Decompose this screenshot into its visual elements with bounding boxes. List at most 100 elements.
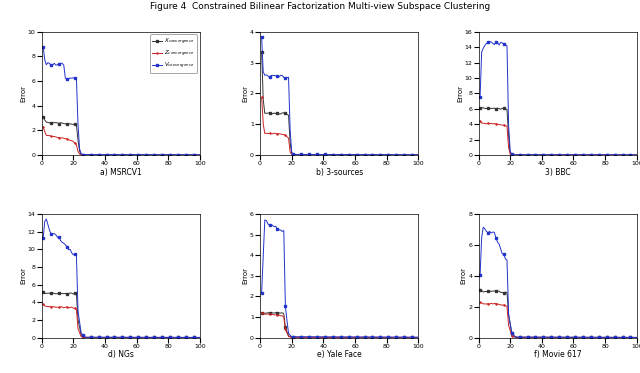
Line: $V_{convergence}$: $V_{convergence}$: [479, 226, 638, 338]
$V_{convergence}$: [353, 335, 360, 339]
$V_{convergence}$: [120, 153, 128, 157]
$Z_{convergence}$: [288, 152, 296, 157]
$X_{convergence}$: [415, 335, 422, 340]
$X_{convergence}$: [478, 105, 486, 110]
Legend: $X_{convergence}$, $Z_{convergence}$, $V_{convergence}$: $X_{convergence}$, $Z_{convergence}$, $V…: [150, 34, 197, 73]
$Z_{convergence}$: [76, 330, 83, 335]
$Z_{convergence}$: [69, 139, 77, 144]
$Z_{convergence}$: [557, 335, 564, 340]
$X_{convergence}$: [403, 335, 411, 340]
$V_{convergence}$: [492, 40, 500, 44]
$Z_{convergence}$: [294, 153, 302, 157]
$V_{convergence}$: [559, 335, 566, 339]
$V_{convergence}$: [351, 152, 359, 157]
$Z_{convergence}$: [513, 153, 520, 157]
$Z_{convergence}$: [258, 311, 266, 316]
$X_{convergence}$: [120, 153, 128, 157]
$X_{convergence}$: [406, 153, 414, 157]
$Z_{convergence}$: [625, 153, 633, 157]
$V_{convergence}$: [622, 335, 630, 340]
$X_{convergence}$: [632, 335, 639, 340]
$Z_{convergence}$: [340, 335, 348, 340]
$V_{convergence}$: [559, 153, 566, 157]
$V_{convergence}$: [289, 335, 297, 339]
$Z_{convergence}$: [506, 152, 514, 157]
Line: $X_{convergence}$: $X_{convergence}$: [260, 311, 419, 339]
$Z_{convergence}$: [476, 300, 484, 305]
Y-axis label: Error: Error: [457, 85, 463, 102]
$X_{convergence}$: [506, 321, 514, 326]
Line: $X_{convergence}$: $X_{convergence}$: [260, 51, 419, 156]
X-axis label: a) MSRCV1: a) MSRCV1: [100, 168, 141, 177]
$V_{convergence}$: [69, 75, 77, 80]
$X_{convergence}$: [69, 292, 77, 296]
$X_{convergence}$: [415, 153, 422, 157]
$V_{convergence}$: [258, 291, 266, 295]
$Z_{convergence}$: [408, 335, 416, 340]
$X_{convergence}$: [272, 310, 280, 315]
$V_{convergence}$: [185, 335, 193, 339]
$X_{convergence}$: [69, 122, 77, 127]
$X_{convergence}$: [39, 115, 47, 119]
$V_{convergence}$: [77, 331, 85, 335]
$Z_{convergence}$: [184, 335, 191, 340]
$Z_{convergence}$: [188, 335, 196, 340]
$Z_{convergence}$: [339, 153, 346, 157]
$V_{convergence}$: [627, 153, 634, 157]
$Z_{convergence}$: [39, 302, 47, 307]
$X_{convergence}$: [184, 153, 191, 157]
$X_{convergence}$: [340, 335, 348, 340]
$X_{convergence}$: [572, 153, 579, 157]
$V_{convergence}$: [408, 335, 416, 339]
Line: $V_{convergence}$: $V_{convergence}$: [42, 46, 201, 156]
$Z_{convergence}$: [625, 335, 633, 340]
$Z_{convergence}$: [506, 328, 514, 333]
$X_{convergence}$: [570, 335, 577, 339]
X-axis label: f) Movie 617: f) Movie 617: [534, 350, 582, 359]
$V_{convergence}$: [189, 335, 197, 339]
X-axis label: e) Yale Face: e) Yale Face: [317, 350, 362, 359]
$Z_{convergence}$: [406, 153, 414, 157]
$V_{convergence}$: [134, 335, 142, 339]
$V_{convergence}$: [508, 152, 516, 157]
$V_{convergence}$: [296, 335, 303, 339]
Y-axis label: Error: Error: [243, 85, 248, 102]
$Z_{convergence}$: [289, 335, 297, 339]
Line: $V_{convergence}$: $V_{convergence}$: [260, 219, 419, 338]
Line: $X_{convergence}$: $X_{convergence}$: [42, 116, 201, 156]
$V_{convergence}$: [479, 225, 487, 229]
$Z_{convergence}$: [120, 153, 128, 157]
$X_{convergence}$: [76, 149, 83, 154]
$V_{convergence}$: [340, 335, 348, 339]
$X_{convergence}$: [196, 335, 204, 340]
$Z_{convergence}$: [259, 311, 267, 315]
$V_{convergence}$: [406, 153, 414, 157]
Line: $Z_{convergence}$: $Z_{convergence}$: [260, 312, 420, 339]
$X_{convergence}$: [633, 153, 640, 157]
$V_{convergence}$: [294, 152, 302, 157]
$Z_{convergence}$: [296, 335, 303, 339]
$V_{convergence}$: [188, 153, 196, 157]
$X_{convergence}$: [294, 153, 302, 157]
$X_{convergence}$: [508, 153, 516, 157]
X-axis label: b) 3-sources: b) 3-sources: [316, 168, 363, 177]
$X_{convergence}$: [476, 106, 484, 110]
$V_{convergence}$: [39, 235, 47, 240]
$Z_{convergence}$: [557, 153, 564, 157]
$Z_{convergence}$: [633, 153, 640, 157]
$X_{convergence}$: [514, 153, 522, 157]
$X_{convergence}$: [402, 153, 410, 157]
$Z_{convergence}$: [403, 335, 411, 340]
Line: $Z_{convergence}$: $Z_{convergence}$: [42, 303, 201, 339]
$Z_{convergence}$: [513, 335, 520, 340]
$Z_{convergence}$: [39, 125, 47, 129]
$Z_{convergence}$: [184, 153, 191, 157]
$V_{convergence}$: [415, 153, 422, 157]
Line: $X_{convergence}$: $X_{convergence}$: [42, 291, 201, 339]
$V_{convergence}$: [184, 153, 191, 157]
$X_{convergence}$: [339, 153, 346, 157]
$Z_{convergence}$: [620, 153, 628, 157]
Line: $V_{convergence}$: $V_{convergence}$: [42, 218, 201, 338]
$X_{convergence}$: [258, 49, 266, 54]
$X_{convergence}$: [132, 335, 140, 340]
